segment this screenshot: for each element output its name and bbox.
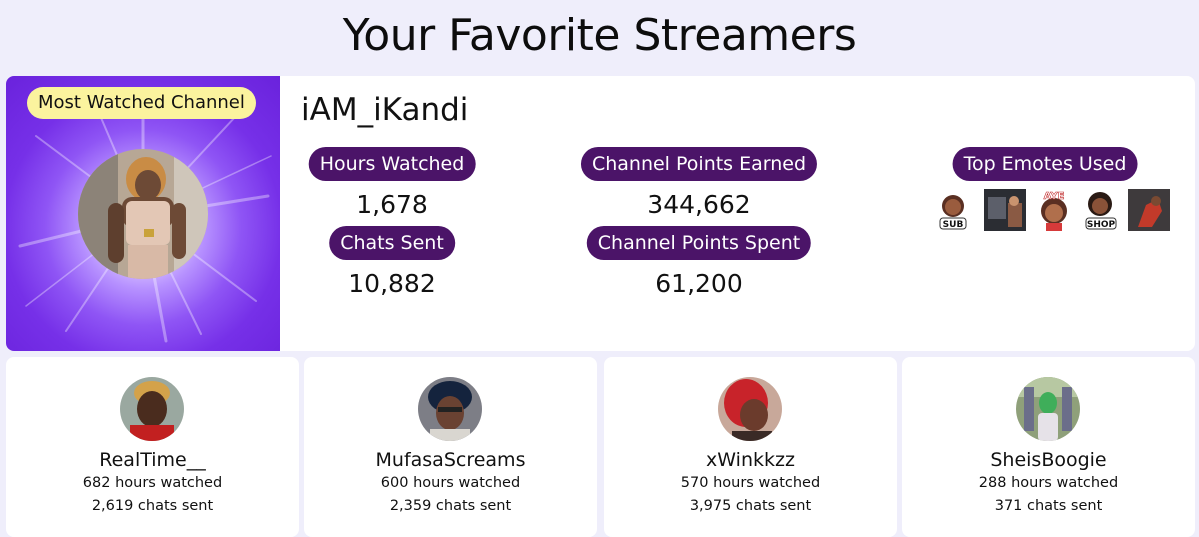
points-spent-value: 61,200 [655, 269, 743, 298]
top-emotes-pill: Top Emotes Used [952, 147, 1138, 181]
chats-sent-value: 10,882 [348, 269, 436, 298]
points-earned-pill: Channel Points Earned [580, 147, 818, 181]
streamer-name[interactable]: SheisBoogie [990, 449, 1107, 471]
streamer-card[interactable]: MufasaScreams 600 hours watched 2,359 ch… [304, 357, 597, 537]
streamer-name[interactable]: MufasaScreams [375, 449, 526, 471]
streamer-chats: 2,359 chats sent [389, 498, 512, 514]
pose-emote-icon [1128, 189, 1170, 231]
streamer-chats: 2,619 chats sent [91, 498, 214, 514]
streamer-avatar[interactable] [1016, 377, 1080, 441]
streamer-avatar[interactable] [120, 377, 184, 441]
streamer-chats: 371 chats sent [994, 498, 1103, 514]
feature-panel: Most Watched Channel [6, 76, 280, 351]
streamer-avatar[interactable] [718, 377, 782, 441]
streamer-card[interactable]: SheisBoogie 288 hours watched 371 chats … [902, 357, 1195, 537]
featured-channel-name[interactable]: iAM_iKandi [301, 92, 469, 128]
aye-emote-icon: AYE [1041, 191, 1067, 231]
shop-emote-icon: SHOP [1085, 192, 1117, 230]
page-title: Your Favorite Streamers [342, 10, 857, 61]
streamer-hours: 600 hours watched [380, 475, 521, 491]
featured-streamer-avatar[interactable] [78, 149, 208, 279]
streamer-card[interactable]: xWinkkzz 570 hours watched 3,975 chats s… [604, 357, 897, 537]
points-spent-pill: Channel Points Spent [586, 226, 812, 260]
hours-watched-pill: Hours Watched [308, 147, 476, 181]
streamer-avatar[interactable] [418, 377, 482, 441]
streamer-name[interactable]: xWinkkzz [706, 449, 795, 471]
chats-sent-pill: Chats Sent [329, 226, 455, 260]
streamer-hours: 288 hours watched [978, 475, 1119, 491]
most-watched-badge: Most Watched Channel [27, 87, 256, 119]
points-earned-value: 344,662 [647, 190, 751, 219]
streamer-name[interactable]: RealTime__ [99, 449, 206, 471]
svg-text:SUB: SUB [943, 220, 964, 230]
streamer-card[interactable]: RealTime__ 682 hours watched 2,619 chats… [6, 357, 299, 537]
sub-emote-icon: SUB [939, 195, 967, 230]
svg-text:SHOP: SHOP [1087, 220, 1116, 230]
streamer-hours: 682 hours watched [82, 475, 223, 491]
streamer-chats: 3,975 chats sent [689, 498, 812, 514]
most-watched-card: Most Watched Channel iAM_iKandi Hours Wa… [6, 76, 1195, 351]
svg-text:AYE: AYE [1044, 191, 1065, 202]
photo-emote-icon [984, 189, 1026, 231]
streamer-hours: 570 hours watched [680, 475, 821, 491]
hours-watched-value: 1,678 [356, 190, 428, 219]
